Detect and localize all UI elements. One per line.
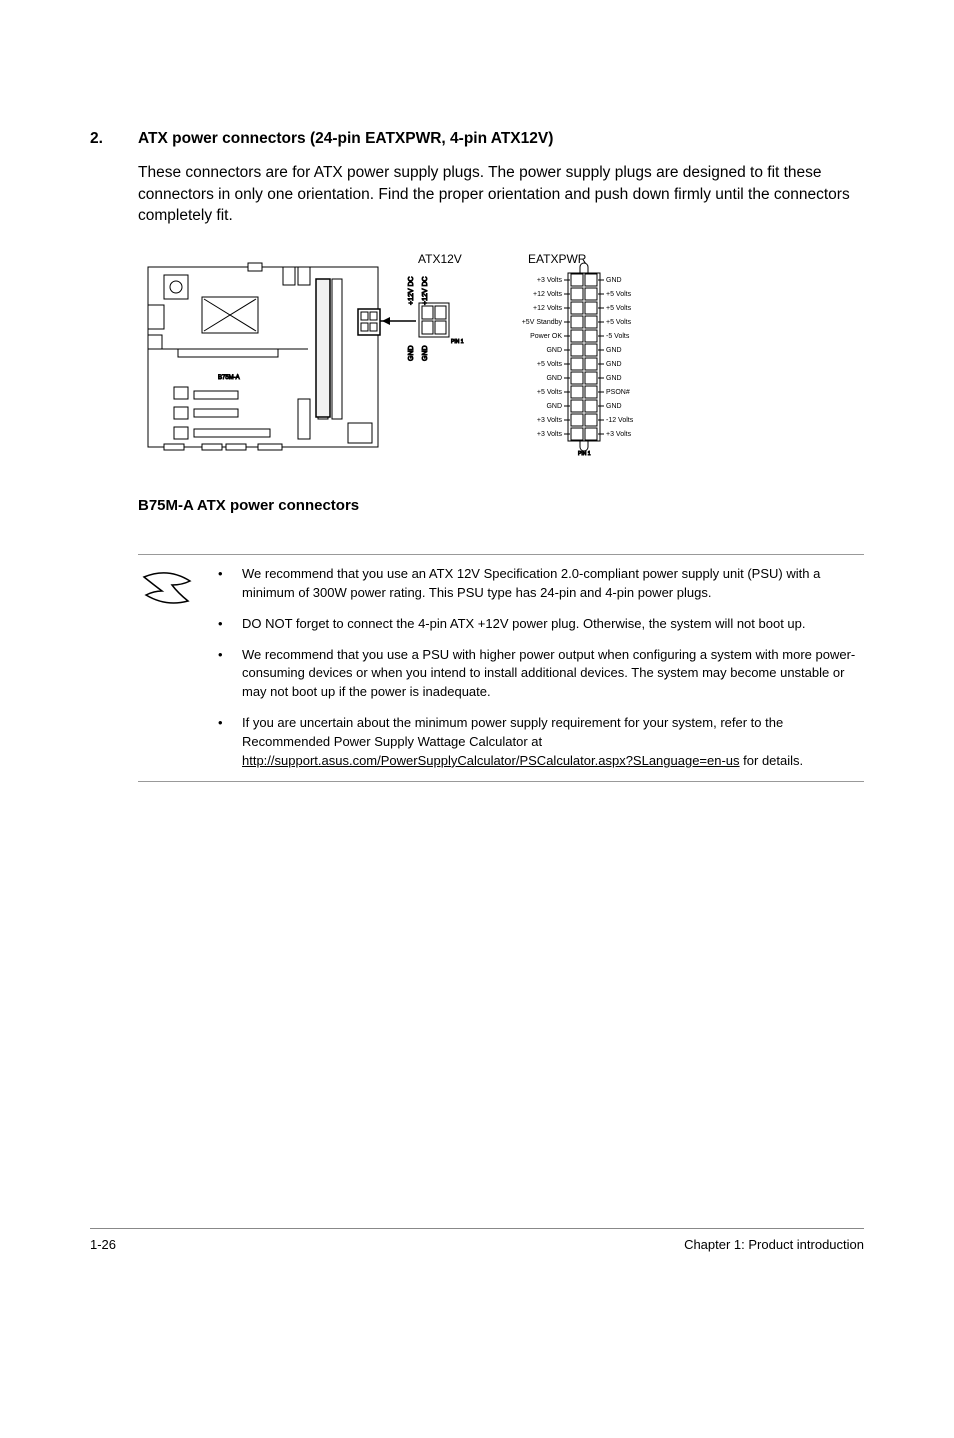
atx12v-pin-top-0: +12V DC	[408, 276, 415, 305]
section-heading: 2. ATX power connectors (24-pin EATXPWR,…	[90, 130, 864, 148]
bullet-icon: •	[218, 565, 242, 603]
notes-block: • We recommend that you use an ATX 12V S…	[138, 554, 864, 782]
atx12v-pin-bottom-0: GND	[408, 346, 415, 362]
eatxpwr-right-5: GND	[606, 347, 622, 354]
eatxpwr-right-3: +5 Volts	[606, 319, 632, 326]
note-text: We recommend that you use an ATX 12V Spe…	[242, 565, 864, 603]
eatxpwr-right-7: GND	[606, 375, 622, 382]
connector-diagram: B75M-A	[138, 249, 698, 489]
eatxpwr-right-2: +5 Volts	[606, 305, 632, 312]
eatxpwr-right-9: GND	[606, 403, 622, 410]
eatxpwr-label: EATXPWR	[528, 252, 587, 266]
eatxpwr-left-2: +12 Volts	[533, 305, 562, 312]
section-number: 2.	[90, 130, 138, 148]
eatxpwr-right-0: GND	[606, 277, 622, 284]
atx12v-pin1-label: PIN 1	[451, 339, 464, 345]
note-item: • We recommend that you use an ATX 12V S…	[218, 565, 864, 603]
eatxpwr-left-6: +5 Volts	[537, 361, 563, 368]
diagram-caption: B75M-A ATX power connectors	[138, 497, 864, 514]
section-paragraph: These connectors are for ATX power suppl…	[138, 162, 864, 227]
eatxpwr-right-11: +3 Volts	[606, 431, 632, 438]
atx12v-label: ATX12V	[418, 252, 462, 266]
eatxpwr-left-1: +12 Volts	[533, 291, 562, 298]
power-calculator-link[interactable]: http://support.asus.com/PowerSupplyCalcu…	[242, 753, 740, 768]
eatxpwr-left-3: +5V Standby	[522, 319, 563, 326]
atx12v-pin-top-1: +12V DC	[422, 276, 429, 305]
eatxpwr-right-10: -12 Volts	[606, 417, 634, 424]
eatxpwr-left-9: GND	[546, 403, 562, 410]
bullet-icon: •	[218, 714, 242, 771]
note-text-with-link: If you are uncertain about the minimum p…	[242, 714, 864, 771]
note-item: • We recommend that you use a PSU with h…	[218, 646, 864, 703]
bullet-icon: •	[218, 646, 242, 703]
eatxpwr-right-1: +5 Volts	[606, 291, 632, 298]
diagram-container: B75M-A	[138, 249, 864, 514]
note-text: We recommend that you use a PSU with hig…	[242, 646, 864, 703]
eatxpwr-left-5: GND	[546, 347, 562, 354]
eatxpwr-left-4: Power OK	[530, 333, 562, 340]
note-text: DO NOT forget to connect the 4-pin ATX +…	[242, 615, 864, 634]
note-icon	[138, 565, 218, 771]
page-footer: 1-26 Chapter 1: Product introduction	[90, 1228, 864, 1252]
eatxpwr-left-0: +3 Volts	[537, 277, 563, 284]
eatxpwr-pin1-label: PIN 1	[578, 451, 591, 457]
footer-page-number: 1-26	[90, 1237, 116, 1252]
eatxpwr-right-8: PSON#	[606, 389, 630, 396]
board-silkscreen-label: B75M-A	[218, 375, 240, 381]
section-title: ATX power connectors (24-pin EATXPWR, 4-…	[138, 130, 553, 148]
page: 2. ATX power connectors (24-pin EATXPWR,…	[0, 0, 954, 1300]
bullet-icon: •	[218, 615, 242, 634]
note-list: • We recommend that you use an ATX 12V S…	[218, 565, 864, 771]
footer-chapter: Chapter 1: Product introduction	[684, 1237, 864, 1252]
eatxpwr-left-11: +3 Volts	[537, 431, 563, 438]
eatxpwr-right-4: -5 Volts	[606, 333, 630, 340]
eatxpwr-left-7: GND	[546, 375, 562, 382]
eatxpwr-right-6: GND	[606, 361, 622, 368]
eatxpwr-left-8: +5 Volts	[537, 389, 563, 396]
note-item: • If you are uncertain about the minimum…	[218, 714, 864, 771]
atx12v-pin-bottom-1: GND	[422, 346, 429, 362]
eatxpwr-left-10: +3 Volts	[537, 417, 563, 424]
note-item: • DO NOT forget to connect the 4-pin ATX…	[218, 615, 864, 634]
